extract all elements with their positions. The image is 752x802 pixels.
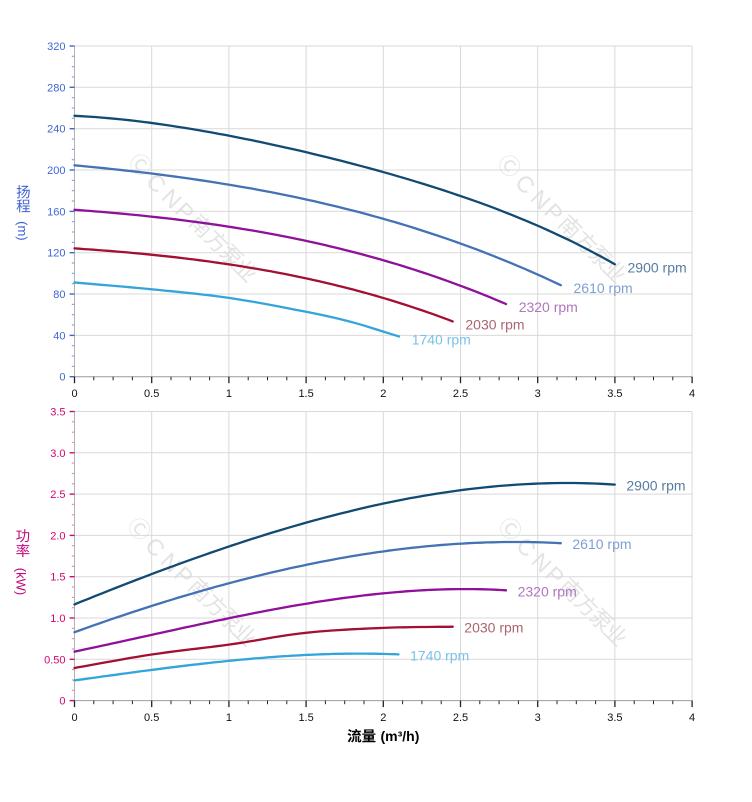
svg-text:2.5: 2.5	[50, 489, 65, 501]
svg-text:3.5: 3.5	[607, 712, 622, 724]
svg-text:3: 3	[535, 712, 541, 724]
svg-text:1.5: 1.5	[298, 712, 313, 724]
svg-text:80: 80	[53, 289, 65, 301]
svg-text:240: 240	[47, 124, 65, 136]
svg-text:3.5: 3.5	[50, 407, 65, 419]
svg-text:2320 rpm: 2320 rpm	[519, 299, 578, 315]
svg-text:(kW): (kW)	[14, 568, 29, 595]
svg-text:0.50: 0.50	[44, 654, 65, 666]
svg-text:(m): (m)	[15, 221, 30, 241]
svg-text:1.5: 1.5	[298, 388, 313, 400]
svg-text:1.0: 1.0	[50, 613, 65, 625]
svg-text:40: 40	[53, 330, 65, 342]
svg-text:1740 rpm: 1740 rpm	[412, 332, 471, 348]
svg-text:0: 0	[71, 712, 77, 724]
svg-text:2610 rpm: 2610 rpm	[574, 280, 633, 296]
svg-text:2030 rpm: 2030 rpm	[464, 620, 523, 636]
svg-text:2: 2	[380, 712, 386, 724]
svg-text:2320 rpm: 2320 rpm	[518, 583, 577, 599]
svg-text:3.5: 3.5	[607, 388, 622, 400]
svg-text:0: 0	[59, 372, 65, 384]
svg-text:2030 rpm: 2030 rpm	[465, 316, 524, 332]
svg-text:160: 160	[47, 206, 65, 218]
svg-text:320: 320	[47, 41, 65, 53]
svg-text:2610 rpm: 2610 rpm	[572, 536, 631, 552]
svg-text:2900 rpm: 2900 rpm	[626, 478, 685, 494]
svg-text:0: 0	[71, 388, 77, 400]
svg-text:1: 1	[226, 712, 232, 724]
svg-text:2: 2	[380, 388, 386, 400]
svg-text:(m³/h): (m³/h)	[381, 728, 420, 744]
svg-text:200: 200	[47, 165, 65, 177]
svg-text:2.5: 2.5	[453, 712, 468, 724]
svg-text:3.0: 3.0	[50, 448, 65, 460]
svg-text:0.5: 0.5	[144, 388, 159, 400]
svg-text:1.5: 1.5	[50, 572, 65, 584]
svg-text:4: 4	[689, 712, 695, 724]
svg-text:3: 3	[535, 388, 541, 400]
svg-text:4: 4	[689, 388, 695, 400]
svg-text:120: 120	[47, 248, 65, 260]
svg-text:1: 1	[226, 388, 232, 400]
svg-text:280: 280	[47, 82, 65, 94]
svg-text:2.0: 2.0	[50, 530, 65, 542]
svg-text:0.5: 0.5	[144, 712, 159, 724]
svg-text:2900 rpm: 2900 rpm	[628, 259, 687, 275]
svg-text:1740 rpm: 1740 rpm	[410, 647, 469, 663]
svg-text:2.5: 2.5	[453, 388, 468, 400]
svg-text:0: 0	[59, 696, 65, 708]
